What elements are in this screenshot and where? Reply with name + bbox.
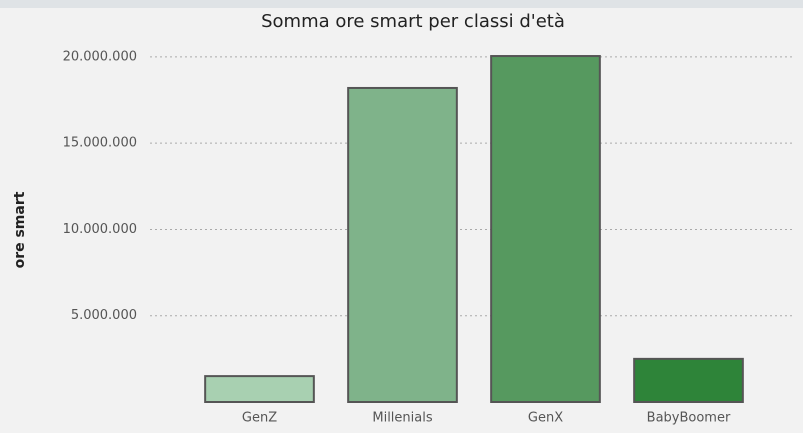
chart-title: Somma ore smart per classi d'età xyxy=(261,11,565,32)
x-tick-label: Millenials xyxy=(372,411,432,426)
x-tick-label: BabyBoomer xyxy=(647,411,731,426)
bar xyxy=(204,375,315,403)
x-tick-label: GenZ xyxy=(242,411,277,426)
top-strip xyxy=(0,0,803,8)
y-axis-label: ore smart xyxy=(12,191,28,268)
x-tick-label: GenX xyxy=(528,411,563,426)
bar xyxy=(633,357,744,403)
y-tick-label: 10.000.000 xyxy=(63,222,137,237)
bar xyxy=(490,55,601,403)
y-tick-label: 5.000.000 xyxy=(71,308,137,323)
bar xyxy=(347,86,458,403)
y-tick-label: 20.000.000 xyxy=(63,49,137,64)
y-tick-label: 15.000.000 xyxy=(63,136,137,151)
